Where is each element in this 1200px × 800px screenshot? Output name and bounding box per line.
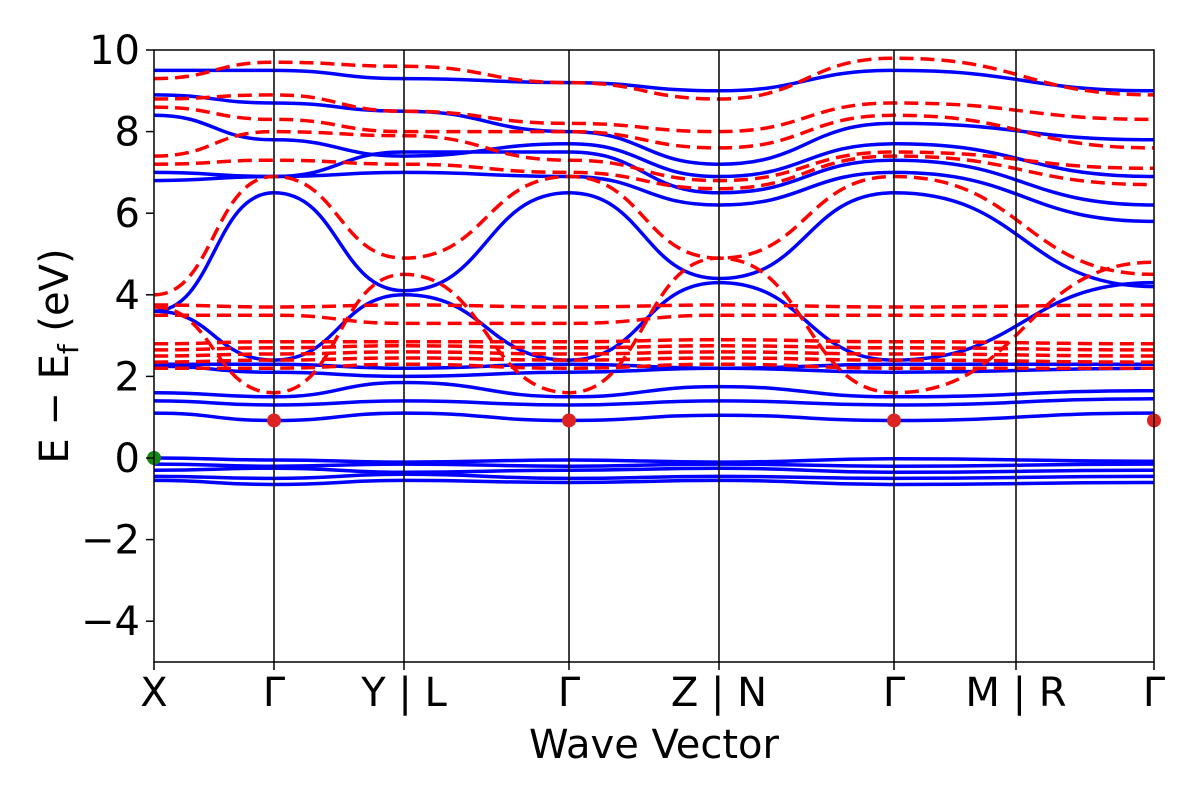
spin-up-band-13 (154, 150, 1154, 207)
spin-down-band-6 (154, 313, 1154, 326)
spin-down-band-11 (154, 105, 1154, 150)
extrema-markers (147, 413, 1161, 465)
spin-down-band-2 (154, 350, 1154, 358)
spin-down-band-13 (154, 56, 1154, 101)
spin-down-band-1 (154, 356, 1154, 364)
y-tick-label: 2 (115, 354, 140, 400)
y-axis-ticks: −4 −2 0 2 4 6 8 10 (81, 28, 154, 645)
plot-frame (153, 49, 1155, 663)
spin-down-band-12 (154, 93, 1154, 134)
x-tick-label: X (140, 670, 167, 716)
x-tick-label: Y | L (360, 670, 447, 716)
spin-up-band-3 (154, 472, 1154, 481)
spin-down-band-9 (154, 154, 1154, 191)
spin-up-band-5 (154, 411, 1154, 423)
x-tick-label: Γ (1143, 670, 1166, 716)
x-tick-label: M | R (965, 670, 1066, 716)
x-axis-ticks: X Γ Y | L Γ Z | N Γ M | R Γ (140, 662, 1166, 716)
spin-up-band-12 (154, 170, 1154, 224)
kpoint-lines (273, 50, 1017, 662)
y-axis-title: E − Ef (eV) (32, 248, 85, 463)
cbm-marker-2 (562, 413, 576, 428)
x-tick-label: Γ (883, 670, 906, 716)
spin-up-band-0 (154, 456, 1154, 464)
y-tick-label: 8 (115, 110, 140, 156)
y-tick-label: 0 (115, 436, 140, 482)
spin-down-band-10 (154, 129, 1154, 183)
y-tick-label: 4 (115, 273, 140, 319)
x-tick-label: Γ (558, 670, 581, 716)
y-tick-label: 10 (89, 28, 140, 74)
spin-down-band-5 (154, 303, 1154, 309)
cbm-marker-3 (887, 413, 901, 428)
spin-up-band-16 (154, 68, 1154, 93)
spin-up-band-1 (154, 462, 1154, 468)
y-tick-label: 6 (115, 191, 140, 237)
spin-up-band-4 (154, 478, 1154, 487)
spin-up-band-15 (154, 93, 1154, 166)
spin-down-band-4 (154, 337, 1154, 346)
spin-up-band-8 (154, 364, 1154, 379)
x-axis-title: Wave Vector (529, 722, 780, 768)
y-tick-label: −4 (81, 599, 140, 645)
spin-up-band-7 (154, 380, 1154, 399)
spin-down-band-0 (154, 362, 1154, 370)
spin-down-band-3 (154, 344, 1154, 352)
spin-up-band-14 (154, 113, 1154, 179)
cbm-marker-1 (267, 413, 281, 428)
x-tick-label: Γ (263, 670, 286, 716)
bands-layer (154, 56, 1154, 487)
spin-up-band-2 (154, 466, 1154, 475)
y-tick-label: −2 (81, 518, 140, 564)
spin-up-band-9 (154, 362, 1154, 370)
spin-up-band-6 (154, 397, 1154, 407)
spin-down-band-7 (154, 256, 1154, 395)
x-tick-label: Z | N (671, 670, 767, 716)
